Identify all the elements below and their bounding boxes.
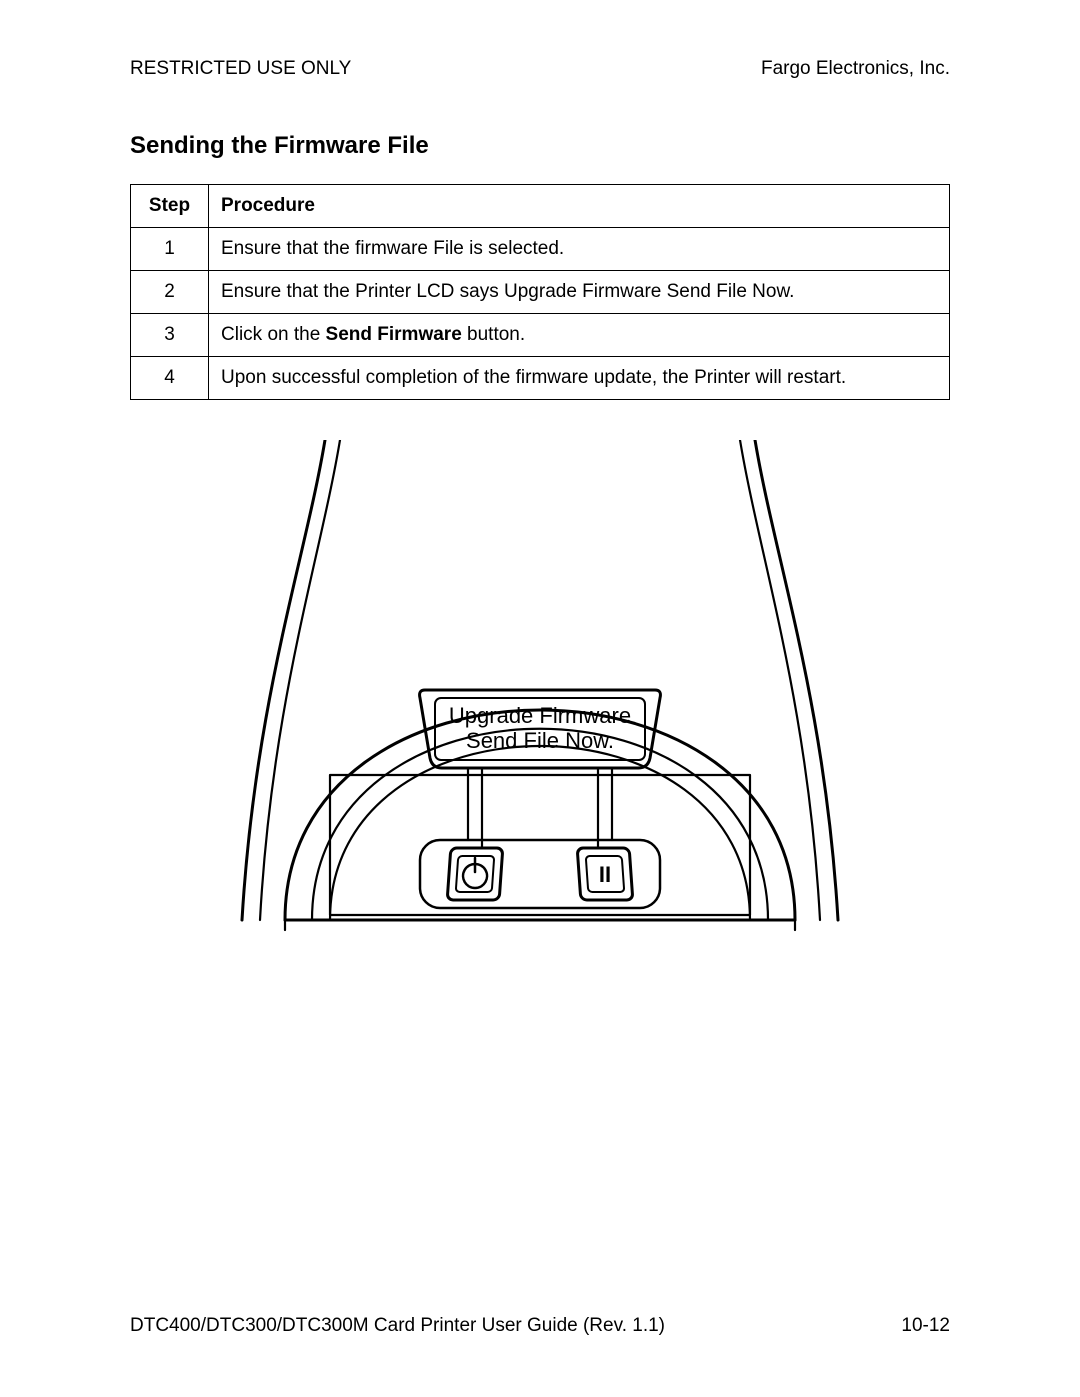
footer-left: DTC400/DTC300/DTC300M Card Printer User …	[130, 1315, 665, 1337]
step-number: 3	[131, 314, 209, 357]
page-footer: DTC400/DTC300/DTC300M Card Printer User …	[130, 1315, 950, 1337]
col-procedure: Procedure	[209, 185, 950, 228]
lcd-line1: Upgrade Firmware	[449, 703, 631, 728]
proc-bold: Send Firmware	[326, 324, 462, 345]
table-row: 1 Ensure that the firmware File is selec…	[131, 228, 950, 271]
step-procedure: Ensure that the Printer LCD says Upgrade…	[209, 271, 950, 314]
proc-pre: Click on the	[221, 324, 326, 345]
header-left: RESTRICTED USE ONLY	[130, 58, 351, 80]
footer-right: 10-12	[901, 1315, 950, 1337]
col-step: Step	[131, 185, 209, 228]
proc-post: button.	[462, 324, 525, 345]
step-procedure: Ensure that the firmware File is selecte…	[209, 228, 950, 271]
step-number: 4	[131, 357, 209, 400]
step-procedure: Click on the Send Firmware button.	[209, 314, 950, 357]
steps-table: Step Procedure 1 Ensure that the firmwar…	[130, 184, 950, 400]
section-title: Sending the Firmware File	[130, 132, 950, 160]
table-row: 3 Click on the Send Firmware button.	[131, 314, 950, 357]
page-header: RESTRICTED USE ONLY Fargo Electronics, I…	[130, 58, 950, 80]
table-row: 4 Upon successful completion of the firm…	[131, 357, 950, 400]
printer-svg: Upgrade Firmware Send File Now. II	[230, 440, 850, 950]
step-number: 2	[131, 271, 209, 314]
step-procedure: Upon successful completion of the firmwa…	[209, 357, 950, 400]
printer-figure: Upgrade Firmware Send File Now. II	[130, 440, 950, 950]
table-row: 2 Ensure that the Printer LCD says Upgra…	[131, 271, 950, 314]
pause-glyph: II	[599, 862, 611, 887]
table-header-row: Step Procedure	[131, 185, 950, 228]
step-number: 1	[131, 228, 209, 271]
header-right: Fargo Electronics, Inc.	[761, 58, 950, 80]
lcd-line2: Send File Now.	[466, 728, 614, 753]
